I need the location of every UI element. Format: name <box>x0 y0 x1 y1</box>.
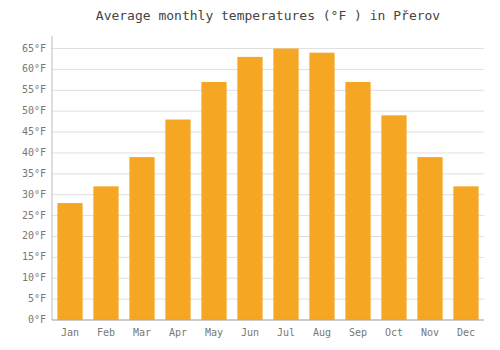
y-tick-label: 50°F <box>22 105 46 116</box>
y-tick-label: 15°F <box>22 251 46 262</box>
bar <box>57 203 82 320</box>
x-axis <box>52 320 484 321</box>
bar <box>201 82 226 320</box>
x-tick-label: Aug <box>313 327 331 338</box>
x-tick-label: Feb <box>97 327 115 338</box>
bar <box>417 157 442 320</box>
grid-line <box>52 320 484 321</box>
bar <box>345 82 370 320</box>
x-tick-label: Mar <box>133 327 151 338</box>
grid-line <box>52 48 484 49</box>
grid-line <box>52 152 484 153</box>
y-tick-label: 35°F <box>22 168 46 179</box>
y-tick-label: 20°F <box>22 230 46 241</box>
x-tick-label: Apr <box>169 327 187 338</box>
x-tick-label: Jan <box>61 327 79 338</box>
title: Average monthly temperatures (°F ) in Př… <box>96 8 441 23</box>
y-tick-label: 45°F <box>22 126 46 137</box>
x-tick-label: Jun <box>241 327 259 338</box>
bar <box>237 57 262 320</box>
x-tick-label: Sep <box>349 327 367 338</box>
y-tick-label: 5°F <box>28 293 46 304</box>
bars <box>57 49 478 320</box>
y-tick-label: 40°F <box>22 147 46 158</box>
chart: Average monthly temperatures (°F ) in Př… <box>0 0 500 350</box>
y-tick-label: 60°F <box>22 63 46 74</box>
y-axis <box>52 36 53 320</box>
x-tick-label: Dec <box>457 327 475 338</box>
x-tick-label: Oct <box>385 327 403 338</box>
bar <box>309 53 334 320</box>
x-tick-label: Nov <box>421 327 439 338</box>
x-tick-label: Jul <box>277 327 295 338</box>
y-tick-label: 10°F <box>22 272 46 283</box>
bar <box>381 115 406 320</box>
grid-line <box>52 90 484 91</box>
x-tick-label: May <box>205 327 223 338</box>
grid-line <box>52 132 484 133</box>
y-tick-label: 0°F <box>28 314 46 325</box>
bar <box>453 186 478 320</box>
y-tick-label: 30°F <box>22 189 46 200</box>
y-tick-label: 55°F <box>22 84 46 95</box>
y-tick-label: 25°F <box>22 210 46 221</box>
grid-line <box>52 111 484 112</box>
bar <box>165 120 190 320</box>
grid-line <box>52 69 484 70</box>
bar <box>129 157 154 320</box>
bar <box>93 186 118 320</box>
grid <box>52 49 484 320</box>
bar <box>273 49 298 320</box>
y-tick-label: 65°F <box>22 43 46 54</box>
